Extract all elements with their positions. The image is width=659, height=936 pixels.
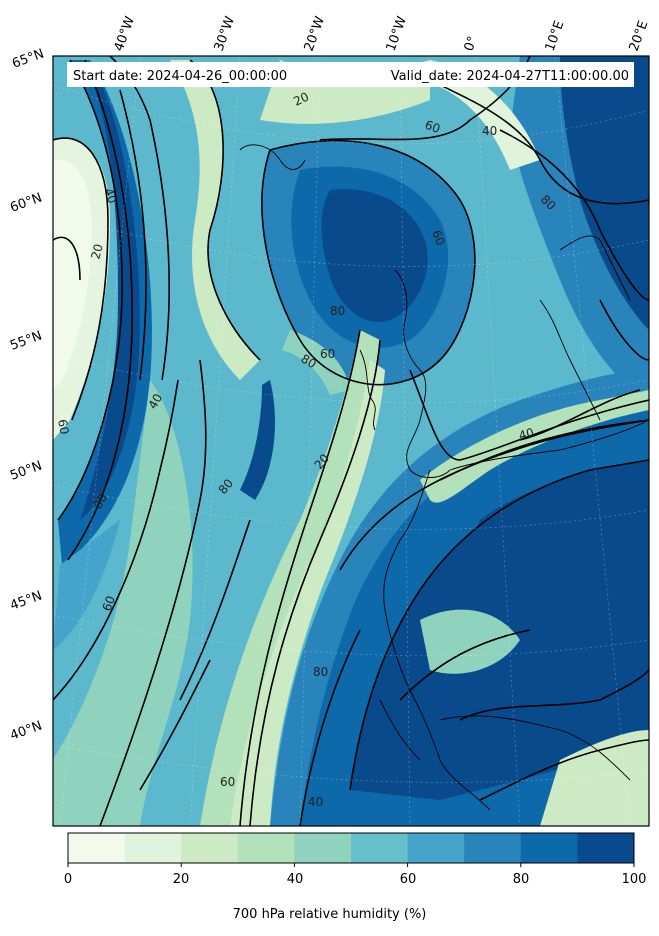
longitude-label: 10°W (384, 14, 410, 53)
contour-label: 80 (299, 351, 319, 371)
contour-label: 40 (145, 391, 165, 411)
colorbar-swatch (520, 833, 578, 863)
header-box (67, 62, 634, 87)
contour-label: 60 (220, 775, 235, 789)
contour-label: 20 (291, 90, 311, 109)
humidity-field (53, 56, 649, 826)
longitude-label: 10°E (543, 19, 568, 54)
contour-label: 40 (482, 124, 497, 138)
contour-label: 60 (320, 347, 335, 361)
contour-label: 80 (330, 304, 345, 318)
colorbar-tick-label: 60 (399, 872, 417, 887)
colorbar-tick-label: 100 (621, 872, 647, 887)
longitude-label: 20°W (302, 14, 328, 53)
longitude-label: 40°W (112, 14, 138, 53)
latitude-label: 55°N (8, 328, 44, 353)
colorbar-swatch (294, 833, 352, 863)
longitude-label: 0° (462, 34, 481, 53)
colorbar-frame (67, 832, 635, 864)
contour-label: 60 (55, 418, 71, 435)
colorbar-tick-label: 80 (512, 872, 530, 887)
contour-label: 20 (88, 242, 105, 260)
colorbar-tick-label: 0 (63, 872, 73, 887)
contour-label: 40 (517, 425, 535, 442)
colorbar-swatch (351, 833, 409, 863)
contour-label: 80 (313, 665, 328, 679)
colorbar-swatch (407, 833, 465, 863)
colorbar-swatch (577, 833, 635, 863)
colorbar-swatch (181, 833, 239, 863)
latitude-label: 60°N (8, 190, 44, 215)
colorbar-tick-label: 20 (172, 872, 190, 887)
contour-label: 60 (423, 118, 442, 136)
latitude-label: 40°N (8, 718, 44, 743)
colorbar-title: 700 hPa relative humidity (%) (232, 907, 427, 922)
colorbar-swatch (237, 833, 295, 863)
contour-label: 80 (90, 491, 110, 511)
colorbar-swatch (68, 833, 126, 863)
latitude-label: 65°N (10, 46, 46, 71)
longitude-label: 20°E (627, 19, 652, 54)
colorbar-swatch (464, 833, 522, 863)
contour-label: 40 (308, 795, 323, 809)
start-date-label: Start date: 2024-04-26_00:00:00 (73, 69, 287, 84)
contour-label: 60 (100, 594, 118, 613)
colorbar-tick-label: 40 (286, 872, 304, 887)
longitude-label: 30°W (212, 14, 238, 53)
colorbar-swatch (124, 833, 182, 863)
valid-date-label: Valid_date: 2024-04-27T11:00:00.00 (391, 69, 629, 84)
contour-label: 60 (429, 228, 447, 247)
colorbar (67, 832, 635, 867)
latitude-label: 45°N (8, 588, 44, 613)
contour-label: 40 (101, 186, 119, 205)
latitude-label: 50°N (8, 458, 44, 483)
